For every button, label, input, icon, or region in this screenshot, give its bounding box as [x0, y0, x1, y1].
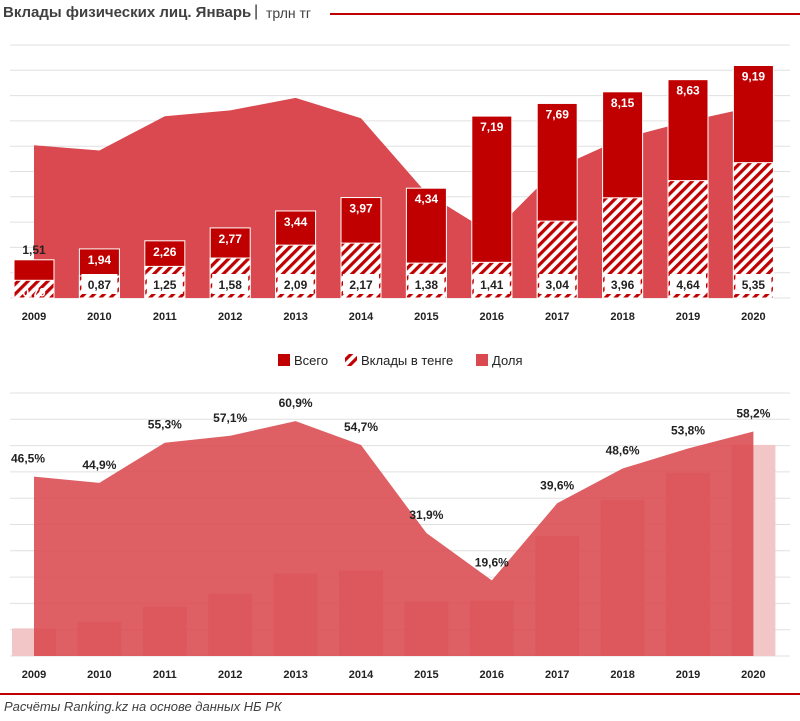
source-note: Расчёты Ranking.kz на основе данных НБ Р…: [4, 699, 282, 714]
share-label-2019: 53,8%: [671, 423, 705, 437]
tenge-label-2011: 1,25: [153, 278, 177, 292]
top-x-axis-ticks: 2009 2010 2011 2012 2013 2014 2015 2016 2017 2018…: [22, 311, 766, 323]
total-label-2011: 2,26: [153, 245, 177, 259]
tenge-label-2010: 0,87: [88, 278, 112, 292]
top-xtick-2011: 2011: [153, 311, 177, 323]
bottom-xtick-2016: 2016: [480, 669, 504, 681]
tenge-label-2020: 5,35: [742, 278, 766, 292]
total-label-2018: 8,15: [611, 96, 635, 110]
tenge-label-2015: 1,38: [415, 278, 439, 292]
chart-title: Вклады физических лиц. Январь: [3, 4, 252, 21]
tenge-label-2009: 0,70: [22, 285, 46, 299]
share-label-2010: 44,9%: [82, 458, 116, 472]
tenge-label-box-2016: [473, 274, 510, 294]
top-xtick-2013: 2013: [283, 311, 307, 323]
bottom-xtick-2015: 2015: [414, 669, 438, 681]
legend-swatch-total: [278, 354, 290, 366]
top-data-labels: 1,51 0,70 1,94 0,87 2,26 1,25 2,77 1,58 3,44 2,09…: [22, 69, 772, 299]
legend-label-total: Всего: [294, 353, 328, 368]
total-label-2013: 3,44: [284, 215, 308, 229]
legend-label-tenge: Вклады в тенге: [361, 353, 453, 368]
share-label-2014: 54,7%: [344, 420, 378, 434]
top-xtick-2010: 2010: [87, 311, 111, 323]
share-label-2013: 60,9%: [279, 396, 313, 410]
tenge-label-box-2017: [539, 274, 576, 294]
top-xtick-2009: 2009: [22, 311, 46, 323]
legend-swatch-share: [476, 354, 488, 366]
tenge-bar-2009: [13, 279, 55, 299]
tenge-label-2019: 4,64: [676, 278, 700, 292]
bottom-xtick-2009: 2009: [22, 669, 46, 681]
total-label-2019: 8,63: [676, 84, 700, 98]
bottom-x-axis-ticks: 2009 2010 2011 2012 2013 2014 2015 2016 2017 2018…: [22, 669, 766, 681]
top-xtick-2020: 2020: [741, 311, 765, 323]
bottom-share-area: [34, 421, 754, 656]
bottom-xtick-2019: 2019: [676, 669, 700, 681]
tenge-label-box-2012: [212, 274, 249, 294]
top-xtick-2014: 2014: [349, 311, 374, 323]
bottom-xtick-2013: 2013: [283, 669, 307, 681]
total-label-2010: 1,94: [88, 253, 112, 267]
bottom-data-labels: 46,5% 44,9% 55,3% 57,1% 60,9% 54,7% 31,9% 19,6%…: [11, 396, 771, 569]
total-label-2020: 9,19: [742, 69, 766, 83]
bottom-xtick-2018: 2018: [610, 669, 634, 681]
tenge-label-2012: 1,58: [219, 278, 243, 292]
bottom-xtick-2014: 2014: [349, 669, 374, 681]
title-rule: [330, 13, 800, 15]
top-xtick-2012: 2012: [218, 311, 242, 323]
bottom-xtick-2020: 2020: [741, 669, 765, 681]
bottom-xtick-2017: 2017: [545, 669, 569, 681]
total-label-2017: 7,69: [546, 107, 570, 121]
total-label-2016: 7,19: [480, 120, 504, 134]
legend-label-share: Доля: [492, 353, 523, 368]
unit-label: трлн тг: [266, 5, 312, 21]
top-xtick-2018: 2018: [610, 311, 634, 323]
tenge-label-box-2015: [408, 274, 445, 294]
share-label-2016: 19,6%: [475, 555, 509, 569]
top-xtick-2019: 2019: [676, 311, 700, 323]
share-label-2009: 46,5%: [11, 452, 45, 466]
tenge-label-box-2018: [604, 274, 641, 294]
tenge-label-box-2011: [146, 274, 183, 294]
footer-rule: [0, 693, 800, 695]
bottom-xtick-2011: 2011: [153, 669, 177, 681]
tenge-label-box-2010: [81, 274, 118, 294]
total-label-2014: 3,97: [349, 202, 373, 216]
tenge-label-2013: 2,09: [284, 278, 308, 292]
tenge-label-2017: 3,04: [546, 278, 570, 292]
tenge-label-box-2019: [670, 274, 706, 294]
header: Вклады физических лиц. Январь | трлн тг: [0, 0, 800, 30]
top-share-area: [34, 97, 754, 299]
total-label-2012: 2,77: [219, 232, 243, 246]
top-xtick-2015: 2015: [414, 311, 438, 323]
tenge-label-2018: 3,96: [611, 278, 635, 292]
total-label-2009: 1,51: [22, 243, 46, 257]
share-label-2018: 48,6%: [606, 444, 640, 458]
tenge-label-box-2020: [735, 274, 772, 294]
bottom-xtick-2010: 2010: [87, 669, 111, 681]
top-xtick-2017: 2017: [545, 311, 569, 323]
tenge-label-2014: 2,17: [349, 278, 373, 292]
total-label-2015: 4,34: [415, 192, 439, 206]
legend: Всего Вклады в тенге Доля: [278, 353, 523, 368]
bottom-xtick-2012: 2012: [218, 669, 242, 681]
title-separator: |: [254, 3, 259, 20]
tenge-label-2016: 1,41: [480, 278, 504, 292]
top-share-area-path: [34, 97, 754, 299]
bottom-share-area-path: [34, 421, 754, 656]
share-label-2015: 31,9%: [409, 508, 443, 522]
share-label-2012: 57,1%: [213, 411, 247, 425]
top-xtick-2016: 2016: [480, 311, 504, 323]
tenge-label-box-2014: [343, 274, 379, 294]
share-label-2011: 55,3%: [148, 418, 182, 432]
tenge-label-box-2013: [277, 274, 314, 294]
share-label-2020: 58,2%: [736, 407, 770, 421]
share-label-2017: 39,6%: [540, 478, 574, 492]
legend-swatch-tenge: [345, 354, 357, 366]
